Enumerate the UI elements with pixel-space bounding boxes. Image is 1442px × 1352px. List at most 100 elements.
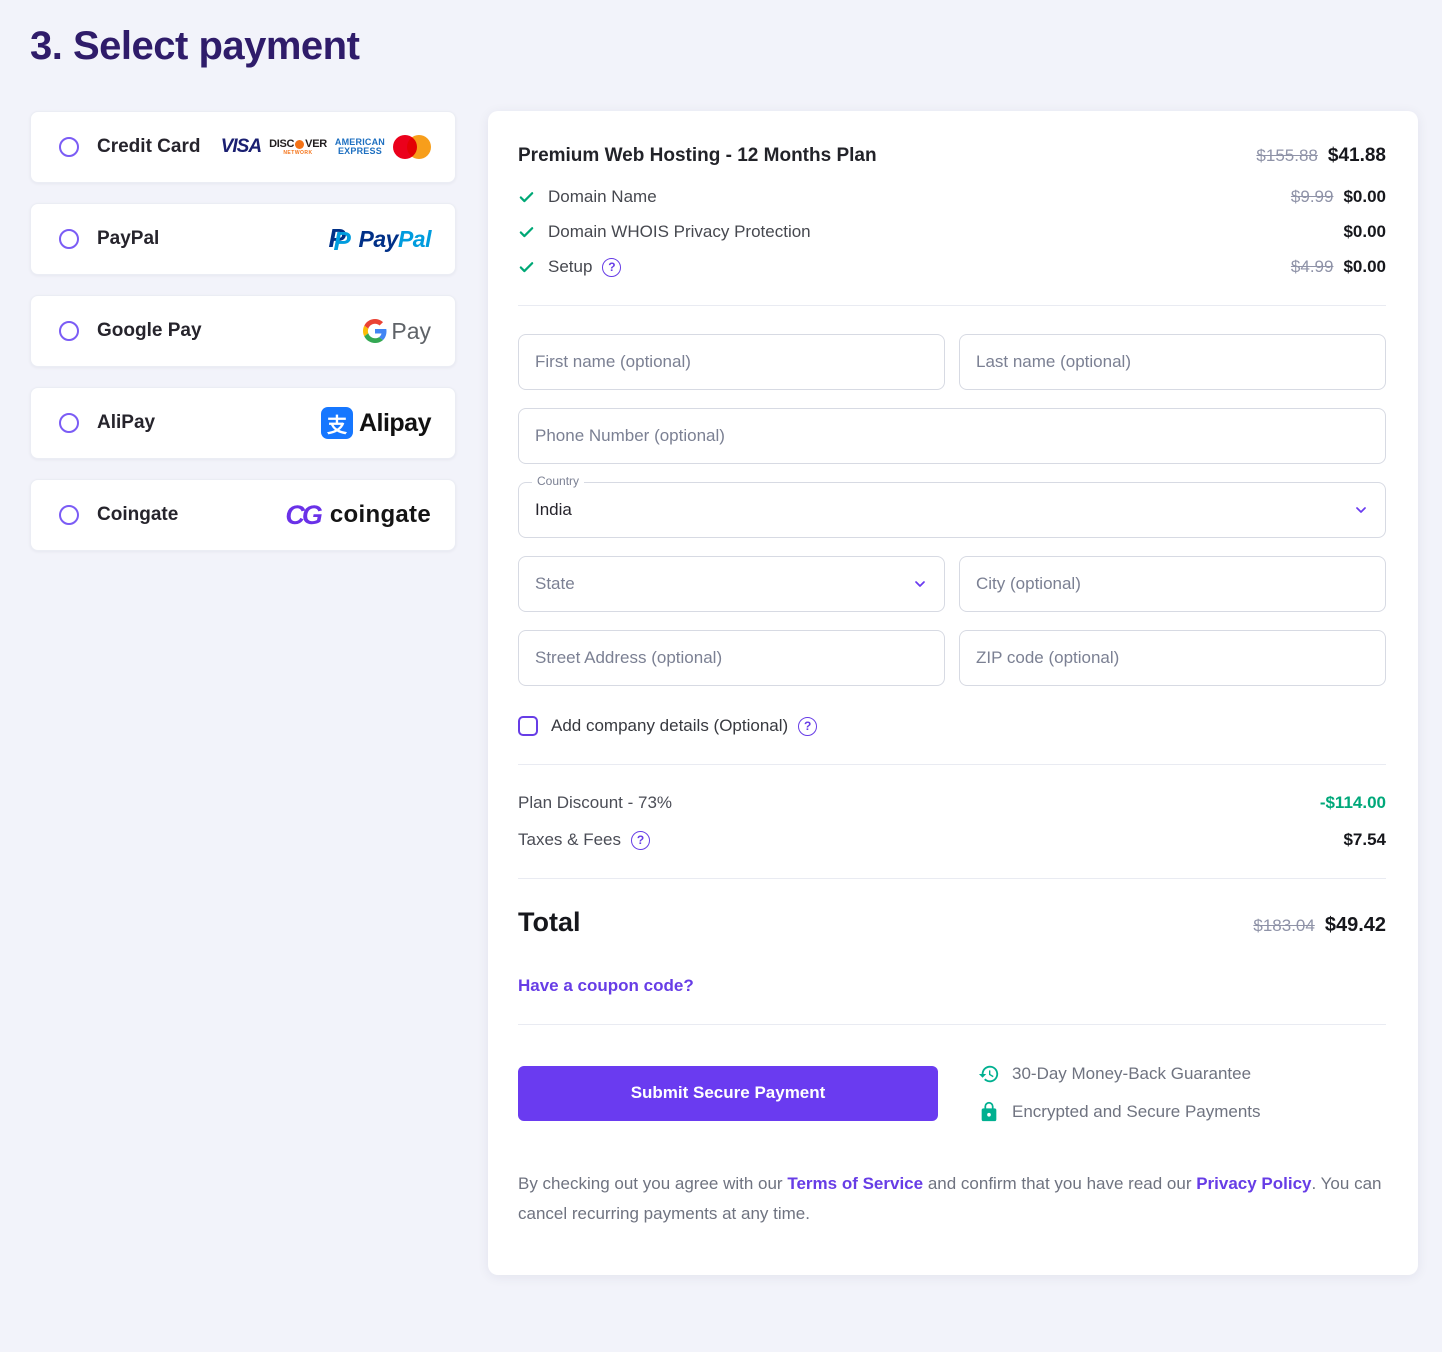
guarantee-label: Encrypted and Secure Payments	[1012, 1102, 1261, 1121]
item-domain-name: Domain Name $9.99 $0.00	[518, 187, 1386, 207]
item-whois-privacy: Domain WHOIS Privacy Protection $0.00	[518, 222, 1386, 242]
item-label: Domain WHOIS Privacy Protection	[548, 222, 811, 241]
divider	[518, 305, 1386, 306]
payment-option-label: Coingate	[97, 504, 179, 525]
plan-discount-value: -$114.00	[1319, 793, 1386, 812]
street-field-wrap	[518, 630, 945, 686]
last-name-input[interactable]	[976, 352, 1369, 372]
chevron-down-icon	[1356, 507, 1366, 513]
chevron-down-icon	[915, 581, 925, 587]
payment-option-google-pay[interactable]: Google Pay Pay	[30, 295, 456, 367]
discover-icon: DISC VER NETWORK	[269, 137, 327, 156]
total-old-price: $183.04	[1253, 916, 1315, 935]
taxes-help-icon[interactable]: ?	[631, 830, 650, 850]
divider	[518, 878, 1386, 879]
payment-option-label: Google Pay	[97, 320, 202, 341]
last-name-field-wrap	[959, 334, 1386, 390]
divider	[518, 1024, 1386, 1025]
secure-payments-guarantee: Encrypted and Secure Payments	[978, 1101, 1261, 1123]
radio-google-pay[interactable]	[59, 321, 79, 341]
checkout-page: 3. Select payment Credit Card VISA DISC V…	[30, 24, 1420, 1275]
company-details-row: Add company details (Optional) ?	[518, 716, 1386, 736]
google-pay-icon: Pay	[363, 318, 431, 345]
alipay-icon: 支 Alipay	[320, 407, 432, 439]
terms-of-service-link[interactable]: Terms of Service	[787, 1174, 924, 1193]
company-details-label: Add company details (Optional)	[551, 716, 789, 735]
payment-option-label: AliPay	[97, 412, 156, 433]
state-select-placeholder: State	[535, 574, 575, 593]
page-title: 3. Select payment	[30, 24, 360, 68]
plan-price: $41.88	[1327, 145, 1386, 166]
plan-old-price: $155.88	[1256, 146, 1318, 165]
item-price: $0.00	[1343, 257, 1386, 276]
money-back-guarantee: 30-Day Money-Back Guarantee	[978, 1063, 1261, 1085]
phone-field-wrap	[518, 408, 1386, 464]
item-price: $0.00	[1343, 187, 1386, 206]
content-columns: Credit Card VISA DISC VER NETWORK AMERICA…	[30, 111, 1420, 1275]
first-name-input[interactable]	[535, 352, 928, 372]
guarantee-list: 30-Day Money-Back Guarantee Encrypted an…	[978, 1063, 1261, 1123]
included-items-list: Domain Name $9.99 $0.00 Domain WHOIS Pri…	[518, 187, 1386, 277]
privacy-policy-link[interactable]: Privacy Policy	[1196, 1174, 1312, 1193]
divider	[518, 764, 1386, 765]
taxes-row: Taxes & Fees ? $7.54	[518, 830, 1386, 850]
google-g-icon	[363, 319, 387, 343]
order-summary-panel: Premium Web Hosting - 12 Months Plan $15…	[488, 111, 1418, 1275]
country-select[interactable]: Country India	[518, 475, 1386, 538]
total-row: Total $183.04 $49.42	[518, 907, 1386, 938]
action-area: Submit Secure Payment 30-Day Money-Back …	[518, 1063, 1386, 1123]
radio-paypal[interactable]	[59, 229, 79, 249]
check-icon	[519, 191, 534, 202]
payment-option-label: PayPal	[97, 228, 160, 249]
radio-credit-card[interactable]	[59, 137, 79, 157]
radio-alipay[interactable]	[59, 413, 79, 433]
company-details-help-icon[interactable]: ?	[798, 716, 818, 736]
city-input[interactable]	[976, 574, 1369, 594]
coupon-code-link[interactable]: Have a coupon code?	[518, 976, 694, 995]
payment-option-credit-card[interactable]: Credit Card VISA DISC VER NETWORK AMERICA…	[30, 111, 456, 183]
state-select[interactable]: State	[518, 556, 945, 612]
lock-icon	[981, 1101, 997, 1122]
company-details-checkbox[interactable]	[518, 716, 538, 736]
check-icon	[519, 226, 534, 237]
item-setup: Setup ? $4.99 $0.00	[518, 257, 1386, 277]
plan-discount-label: Plan Discount - 73%	[518, 793, 673, 812]
money-back-history-icon	[978, 1065, 999, 1083]
plan-row: Premium Web Hosting - 12 Months Plan $15…	[518, 145, 1386, 167]
city-field-wrap	[959, 556, 1386, 612]
payment-option-label: Credit Card	[97, 136, 201, 157]
item-price: $0.00	[1343, 222, 1386, 241]
coingate-icon: CG coingate	[285, 499, 431, 530]
plan-name: Premium Web Hosting - 12 Months Plan	[518, 145, 877, 166]
amex-icon: AMERICAN EXPRESS	[334, 137, 385, 156]
visa-icon: VISA	[220, 136, 262, 157]
taxes-label: Taxes & Fees ?	[518, 830, 650, 850]
total-price: $49.42	[1324, 914, 1386, 936]
zip-code-input[interactable]	[976, 648, 1369, 668]
plan-discount-row: Plan Discount - 73% -$114.00	[518, 793, 1386, 813]
phone-input[interactable]	[535, 426, 1369, 446]
taxes-value: $7.54	[1343, 830, 1386, 849]
payment-option-alipay[interactable]: AliPay 支 Alipay	[30, 387, 456, 459]
payment-method-list: Credit Card VISA DISC VER NETWORK AMERICA…	[30, 111, 456, 551]
item-label: Setup	[548, 257, 593, 276]
street-address-input[interactable]	[535, 648, 928, 668]
mastercard-icon	[393, 135, 431, 159]
setup-help-icon[interactable]: ?	[602, 257, 622, 277]
terms-note: By checking out you agree with our Terms…	[518, 1174, 1382, 1223]
submit-secure-payment-button[interactable]: Submit Secure Payment	[518, 1065, 938, 1121]
total-label: Total	[518, 907, 581, 937]
first-name-field-wrap	[518, 334, 945, 390]
item-label: Domain Name	[548, 187, 657, 206]
country-selected-value: India	[535, 500, 572, 519]
credit-card-brand-logos: VISA DISC VER NETWORK AMERICAN EXPRESS	[221, 135, 431, 159]
country-select-label: Country	[532, 475, 585, 487]
check-icon	[519, 261, 534, 272]
zip-field-wrap	[959, 630, 1386, 686]
guarantee-label: 30-Day Money-Back Guarantee	[1012, 1064, 1252, 1083]
payment-option-coingate[interactable]: Coingate CG coingate	[30, 479, 456, 551]
radio-coingate[interactable]	[59, 505, 79, 525]
item-old-price: $9.99	[1290, 187, 1334, 206]
